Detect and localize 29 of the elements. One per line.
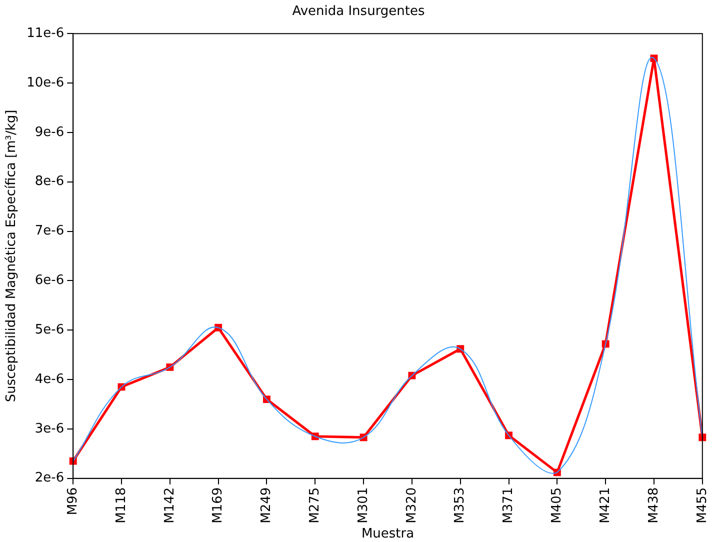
x-tick-label: M275 [308, 487, 323, 524]
x-tick-label: M371 [501, 487, 516, 524]
y-tick-label: 9e-6 [34, 124, 64, 140]
x-tick-label: M169 [210, 487, 226, 524]
y-tick-label: 4e-6 [34, 372, 64, 387]
y-tick-label: 3e-6 [34, 421, 64, 436]
x-tick-label: M301 [356, 487, 371, 524]
x-tick-label: M96 [65, 487, 80, 516]
y-tick-label: 7e-6 [34, 224, 64, 239]
x-tick-label: M142 [162, 487, 178, 524]
y-tick-label: 11e-6 [26, 26, 64, 41]
y-tick-label: 6e-6 [34, 273, 64, 288]
x-tick-label: M405 [550, 487, 565, 524]
x-tick-label: M455 [694, 487, 710, 524]
x-tick-label: M320 [404, 487, 420, 524]
point [698, 434, 706, 442]
chart-title: Avenida Insurgentes [292, 4, 426, 20]
x-tick-label: M249 [259, 487, 274, 524]
y-tick-label: 5e-6 [34, 322, 64, 338]
x-tick-label: M353 [452, 487, 468, 524]
y-tick-label: 2e-6 [34, 470, 64, 486]
y-tick-label: 10e-6 [26, 75, 64, 90]
y-axis-title: Susceptibilidad Magnética Específica [m³/kg] [4, 110, 20, 402]
x-tick-label: M421 [598, 487, 613, 524]
x-axis-title: Muestra [361, 526, 414, 542]
point [69, 457, 77, 465]
x-tick-label: M118 [114, 487, 129, 524]
y-tick-label: 8e-6 [34, 174, 64, 190]
x-tick-label: M438 [646, 487, 662, 524]
